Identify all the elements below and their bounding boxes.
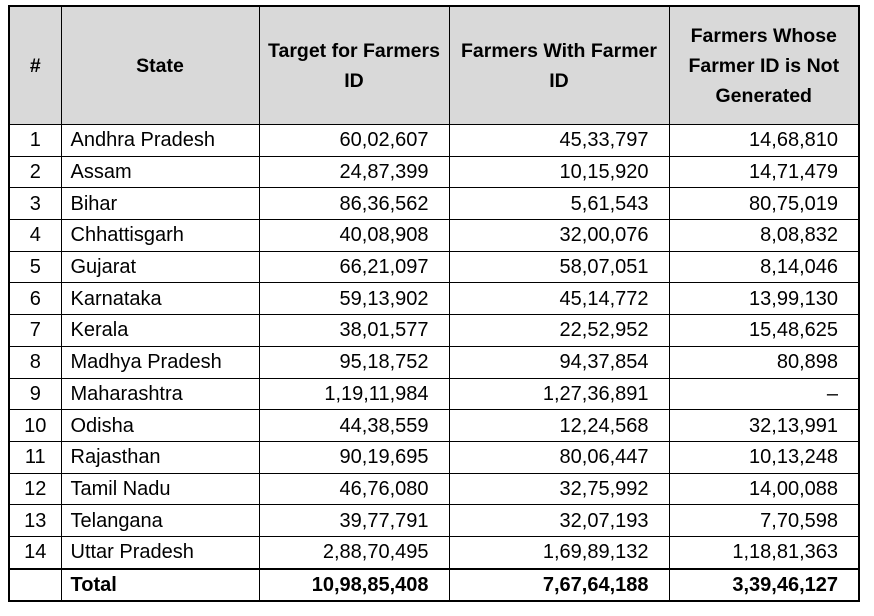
table-cell: 66,21,097 [258, 250, 450, 284]
table-cell: 1,18,81,363 [668, 535, 860, 570]
table-cell: Kerala [60, 314, 260, 347]
table-row: 4 Chhattisgarh 40,08,908 32,00,076 8,08,832 [8, 219, 860, 252]
table-cell: Karnataka [60, 282, 260, 316]
table-row: 7 Kerala 38,01,577 22,52,952 15,48,625 [8, 314, 860, 347]
table: # State Target for Farmers ID Farmers With … [8, 5, 860, 603]
table-cell: 22,52,952 [448, 314, 670, 347]
table-cell: 12 [8, 472, 62, 506]
table-cell: 40,08,908 [258, 219, 450, 252]
table-cell: 1,69,89,132 [448, 535, 670, 570]
header-cell: Farmers Whose Farmer ID is Not Generated [668, 5, 860, 125]
table-cell: Rajasthan [60, 440, 260, 474]
total-cell: 3,39,46,127 [668, 567, 860, 602]
table-cell: Bihar [60, 187, 260, 221]
table-cell: 86,36,562 [258, 187, 450, 221]
table-cell: 8,14,046 [668, 250, 860, 284]
table-cell: Assam [60, 155, 260, 189]
header-cell: State [60, 5, 260, 125]
table-cell: 80,75,019 [668, 187, 860, 221]
table-cell: Gujarat [60, 250, 260, 284]
table-row: 13 Telangana 39,77,791 32,07,193 7,70,598 [8, 504, 860, 537]
table-cell: 13,99,130 [668, 282, 860, 316]
table-cell: 80,898 [668, 345, 860, 379]
table-cell: 1,19,11,984 [258, 377, 450, 411]
table-cell: 11 [8, 440, 62, 474]
table-row: 9 Maharashtra 1,19,11,984 1,27,36,891– [8, 377, 860, 411]
table-cell: 38,01,577 [258, 314, 450, 347]
total-label: Total [60, 567, 260, 602]
table-cell: 58,07,051 [448, 250, 670, 284]
table-body: 1 Andhra Pradesh 60,02,607 45,33,797 14,68,8… [8, 124, 860, 602]
table-cell: 94,37,854 [448, 345, 670, 379]
header-cell: Target for Farmers ID [258, 5, 450, 125]
table-cell: 8 [8, 345, 62, 379]
table-cell: 1,27,36,891 [448, 377, 670, 411]
table-cell: Odisha [60, 409, 260, 442]
header-cell: Farmers With Farmer ID [448, 5, 670, 125]
total-cell: 7,67,64,188 [448, 567, 670, 602]
table-cell: 32,13,991 [668, 409, 860, 442]
table-cell: 14,71,479 [668, 155, 860, 189]
table-row: 11 Rajasthan 90,19,695 80,06,447 10,13,248 [8, 440, 860, 474]
table-cell: 4 [8, 219, 62, 252]
table-cell: Uttar Pradesh [60, 535, 260, 570]
table-cell: 60,02,607 [258, 124, 450, 157]
table-cell: Andhra Pradesh [60, 124, 260, 157]
header-row: # State Target for Farmers ID Farmers With … [8, 5, 860, 125]
table-cell: 44,38,559 [258, 409, 450, 442]
table-cell: 12,24,568 [448, 409, 670, 442]
table-cell: 13 [8, 504, 62, 537]
table-cell: 24,87,399 [258, 155, 450, 189]
table-cell [8, 567, 62, 602]
table-cell: 2,88,70,495 [258, 535, 450, 570]
table-row: 14 Uttar Pradesh 2,88,70,495 1,69,89,132 1,1… [8, 535, 860, 570]
table-cell: 15,48,625 [668, 314, 860, 347]
table-cell: 5 [8, 250, 62, 284]
table-cell: 8,08,832 [668, 219, 860, 252]
table-cell: 14,68,810 [668, 124, 860, 157]
table-cell: 1 [8, 124, 62, 157]
table-cell: 45,33,797 [448, 124, 670, 157]
table-cell: 7,70,598 [668, 504, 860, 537]
table-cell: 10,13,248 [668, 440, 860, 474]
table-cell: 59,13,902 [258, 282, 450, 316]
table-row: 3 Bihar 86,36,562 5,61,543 80,75,019 [8, 187, 860, 221]
table-row: 2 Assam 24,87,399 10,15,920 14,71,479 [8, 155, 860, 189]
table-row: 6 Karnataka 59,13,902 45,14,772 13,99,130 [8, 282, 860, 316]
table-cell: 90,19,695 [258, 440, 450, 474]
table-cell: 14 [8, 535, 62, 570]
table-cell: Madhya Pradesh [60, 345, 260, 379]
table-cell: 39,77,791 [258, 504, 450, 537]
table-row: 12 Tamil Nadu 46,76,080 32,75,992 14,00,088 [8, 472, 860, 506]
table-cell: 5,61,543 [448, 187, 670, 221]
table-cell: 14,00,088 [668, 472, 860, 506]
table-row: 8 Madhya Pradesh 95,18,752 94,37,854 80,898 [8, 345, 860, 379]
table-cell: 95,18,752 [258, 345, 450, 379]
total-row: Total 10,98,85,408 7,67,64,188 3,39,46,127 [8, 567, 860, 602]
table-cell: 45,14,772 [448, 282, 670, 316]
table-cell: 7 [8, 314, 62, 347]
table-cell: 6 [8, 282, 62, 316]
table-cell: 3 [8, 187, 62, 221]
table-row: 5 Gujarat 66,21,097 58,07,051 8,14,046 [8, 250, 860, 284]
table-cell: 32,75,992 [448, 472, 670, 506]
table-cell: 2 [8, 155, 62, 189]
table-row: 1 Andhra Pradesh 60,02,607 45,33,797 14,68,8… [8, 124, 860, 157]
table-cell: Maharashtra [60, 377, 260, 411]
table-cell: 32,00,076 [448, 219, 670, 252]
table-cell: – [668, 377, 860, 411]
table-row: 10 Odisha 44,38,559 12,24,568 32,13,991 [8, 409, 860, 442]
table-cell: Tamil Nadu [60, 472, 260, 506]
total-cell: 10,98,85,408 [258, 567, 450, 602]
table-cell: 10,15,920 [448, 155, 670, 189]
table-cell: 46,76,080 [258, 472, 450, 506]
header-cell: # [8, 5, 62, 125]
table-cell: Chhattisgarh [60, 219, 260, 252]
table-cell: 32,07,193 [448, 504, 670, 537]
table-cell: 10 [8, 409, 62, 442]
table-cell: Telangana [60, 504, 260, 537]
table-cell: 80,06,447 [448, 440, 670, 474]
table-cell: 9 [8, 377, 62, 411]
